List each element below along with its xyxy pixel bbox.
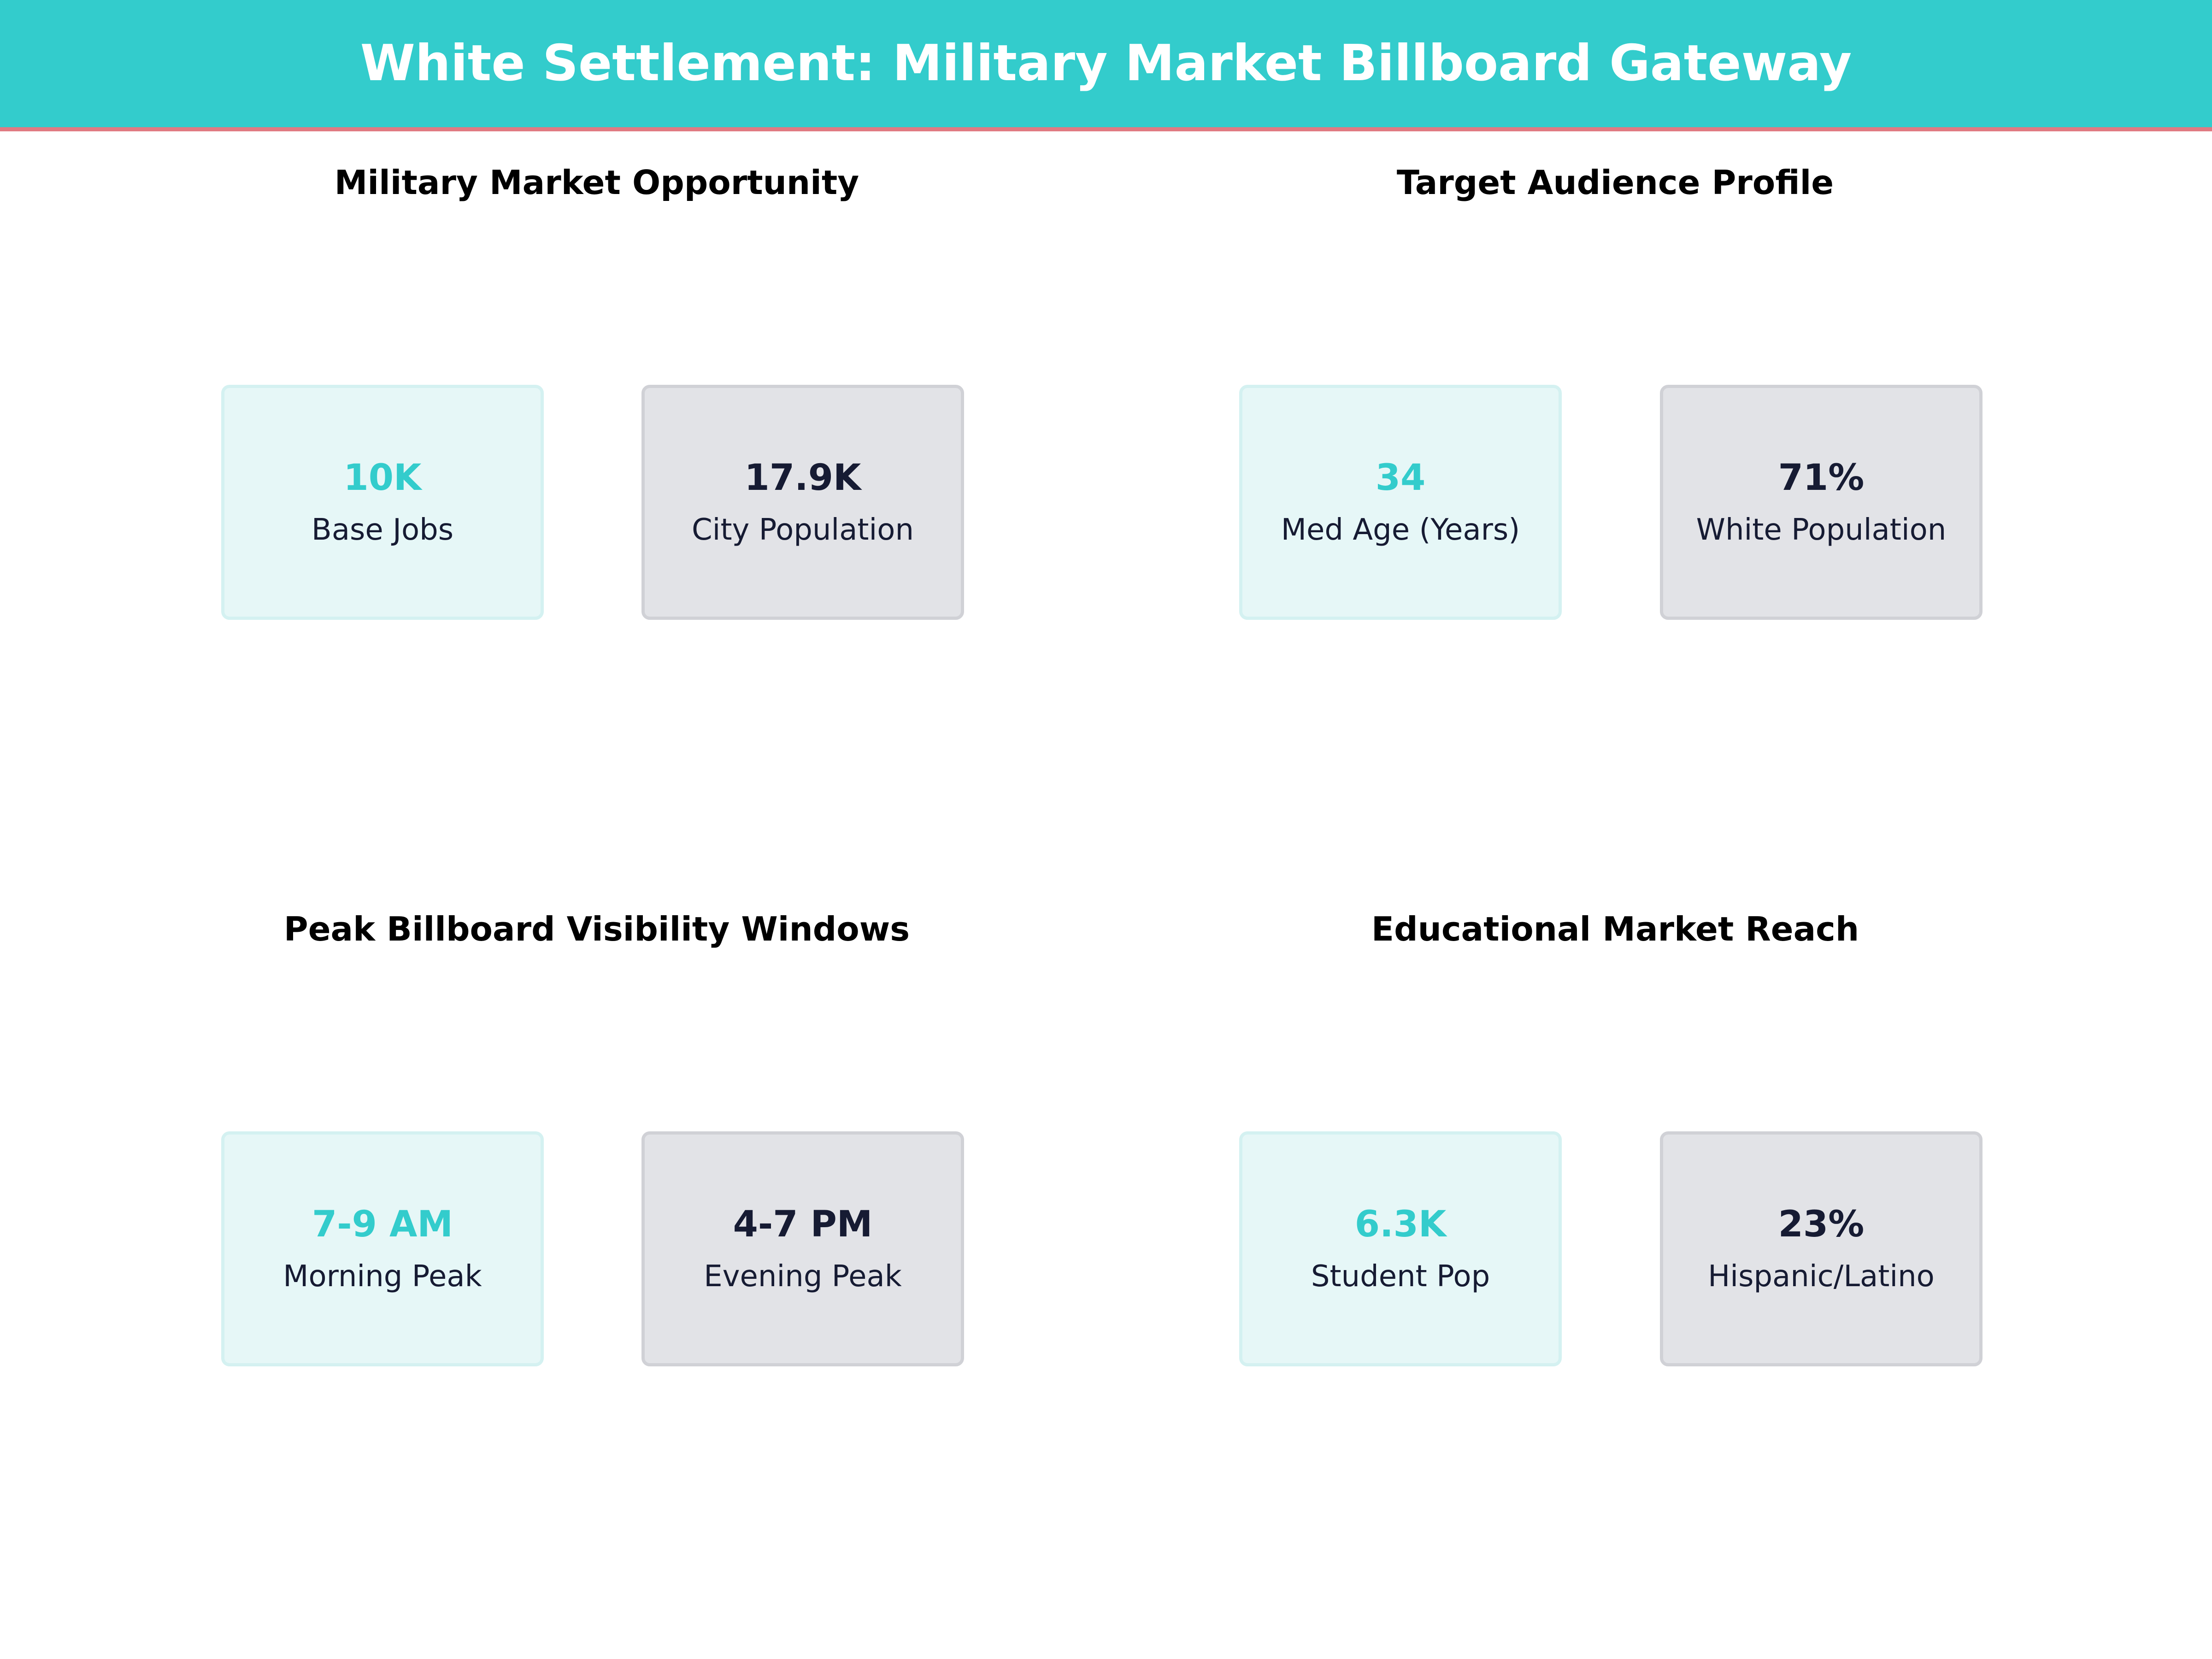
stat-label: White Population [1696, 513, 1947, 547]
panel-peak-billboard-visibility: Peak Billboard Visibility Windows 7-9 AM… [90, 912, 1104, 1650]
stat-card-student-pop: 6.3K Student Pop [1239, 1131, 1562, 1366]
panel-title: Peak Billboard Visibility Windows [283, 910, 910, 948]
stat-card-median-age: 34 Med Age (Years) [1239, 385, 1562, 620]
stat-card-evening-peak: 4-7 PM Evening Peak [641, 1131, 964, 1366]
stat-label: Med Age (Years) [1281, 513, 1520, 547]
panel-educational-market-reach: Educational Market Reach 6.3K Student Po… [1108, 912, 2122, 1650]
stat-label: Hispanic/Latino [1708, 1259, 1935, 1294]
stat-label: Morning Peak [283, 1259, 482, 1294]
page-header: White Settlement: Military Market Billbo… [0, 0, 2212, 131]
stat-label: City Population [691, 513, 914, 547]
stat-label: Base Jobs [311, 513, 454, 547]
panel-title: Educational Market Reach [1371, 910, 1859, 948]
stat-label: Evening Peak [704, 1259, 902, 1294]
stat-card-base-jobs: 10K Base Jobs [221, 385, 544, 620]
panel-title: Military Market Opportunity [334, 163, 859, 202]
stat-value: 6.3K [1354, 1204, 1447, 1245]
stat-value: 34 [1375, 457, 1426, 499]
panel-military-market-opportunity: Military Market Opportunity 10K Base Job… [90, 166, 1104, 903]
stat-value: 10K [343, 457, 422, 499]
stat-card-hispanic-latino: 23% Hispanic/Latino [1660, 1131, 1983, 1366]
stat-card-morning-peak: 7-9 AM Morning Peak [221, 1131, 544, 1366]
page-title: White Settlement: Military Market Billbo… [360, 35, 1852, 92]
stat-value: 71% [1778, 457, 1865, 499]
stat-value: 17.9K [744, 457, 861, 499]
stat-card-white-population: 71% White Population [1660, 385, 1983, 620]
stat-value: 4-7 PM [733, 1204, 873, 1245]
stat-card-city-population: 17.9K City Population [641, 385, 964, 620]
stat-label: Student Pop [1311, 1259, 1490, 1294]
panel-target-audience-profile: Target Audience Profile 34 Med Age (Year… [1108, 166, 2122, 903]
stat-value: 7-9 AM [312, 1204, 453, 1245]
panel-title: Target Audience Profile [1396, 163, 1834, 202]
stat-value: 23% [1778, 1204, 1865, 1245]
